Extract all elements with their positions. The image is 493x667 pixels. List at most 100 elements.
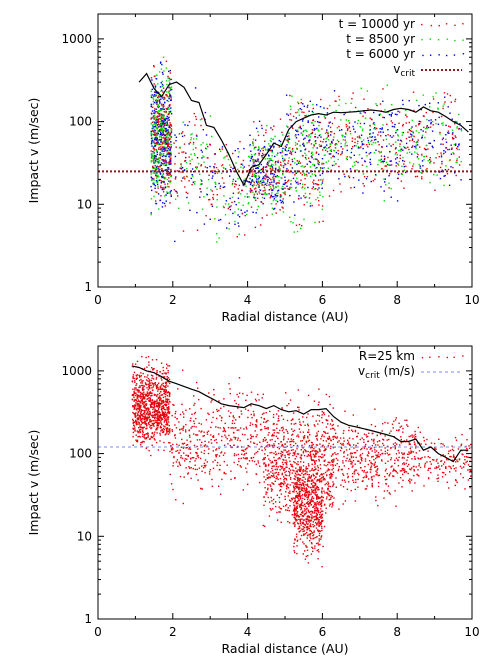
scatter-point: [260, 416, 263, 419]
scatter-point: [442, 105, 444, 107]
scatter-point: [181, 442, 184, 445]
scatter-point: [420, 171, 422, 173]
scatter-point: [164, 396, 166, 398]
scatter-point: [219, 185, 222, 187]
scatter-point: [139, 425, 141, 427]
scatter-point: [146, 376, 148, 378]
scatter-point: [316, 439, 319, 441]
scatter-point: [353, 128, 355, 130]
scatter-point: [456, 127, 458, 129]
scatter-point: [426, 127, 428, 129]
scatter-point: [156, 165, 158, 167]
scatter-point: [246, 193, 248, 195]
scatter-point: [293, 482, 295, 484]
scatter-point: [216, 442, 218, 444]
scatter-point: [324, 117, 326, 119]
scatter-point: [158, 416, 161, 418]
scatter-point: [162, 427, 165, 430]
scatter-point: [233, 186, 236, 188]
scatter-point: [316, 452, 318, 454]
scatter-point: [158, 401, 160, 403]
scatter-point: [151, 88, 153, 91]
scatter-point: [152, 156, 154, 158]
scatter-point: [311, 496, 314, 498]
scatter-point: [320, 478, 322, 480]
scatter-point: [244, 457, 247, 459]
scatter-point: [170, 194, 172, 196]
scatter-point: [157, 185, 159, 187]
scatter-point: [265, 193, 267, 196]
scatter-point: [150, 105, 152, 108]
scatter-point: [139, 375, 141, 378]
scatter-point: [162, 176, 164, 178]
scatter-point: [300, 98, 302, 101]
scatter-point: [174, 190, 177, 192]
scatter-point: [317, 161, 319, 163]
scatter-point: [238, 377, 241, 379]
scatter-point: [437, 107, 439, 109]
scatter-point: [362, 115, 364, 117]
scatter-point: [232, 178, 235, 181]
scatter-point: [173, 455, 175, 458]
scatter-point: [274, 451, 277, 453]
scatter-point: [153, 66, 155, 68]
scatter-point: [164, 143, 166, 145]
scatter-point: [343, 113, 345, 116]
scatter-point: [168, 432, 171, 434]
scatter-point: [171, 430, 174, 433]
scatter-point: [419, 165, 421, 167]
scatter-point: [272, 472, 274, 474]
scatter-point: [273, 208, 275, 210]
scatter-point: [279, 164, 282, 166]
scatter-point: [156, 99, 159, 102]
scatter-point: [165, 382, 168, 384]
scatter-point: [270, 509, 272, 511]
scatter-point: [175, 136, 178, 138]
scatter-point: [161, 121, 163, 123]
scatter-point: [261, 184, 263, 186]
scatter-point: [303, 138, 305, 140]
scatter-point: [216, 410, 219, 413]
scatter-point: [249, 134, 251, 136]
scatter-point: [268, 189, 270, 191]
scatter-point: [323, 464, 326, 466]
scatter-point: [421, 134, 424, 137]
scatter-point: [188, 429, 190, 432]
scatter-point: [255, 167, 257, 170]
scatter-point: [155, 159, 157, 161]
scatter-point: [142, 380, 144, 382]
scatter-point: [300, 127, 302, 130]
scatter-point: [237, 437, 239, 439]
scatter-point: [231, 439, 233, 441]
scatter-point: [158, 96, 161, 98]
scatter-point: [281, 473, 283, 476]
scatter-point: [207, 430, 210, 432]
scatter-point: [168, 155, 170, 158]
scatter-point: [147, 422, 150, 425]
scatter-point: [151, 178, 154, 180]
scatter-point: [216, 464, 218, 467]
scatter-point: [264, 183, 266, 186]
scatter-point: [168, 177, 170, 179]
scatter-point: [204, 444, 207, 446]
scatter-point: [290, 463, 292, 466]
scatter-point: [414, 151, 416, 153]
scatter-point: [261, 413, 264, 415]
scatter-point: [164, 146, 166, 148]
scatter-point: [162, 147, 164, 149]
scatter-point: [281, 149, 283, 152]
scatter-point: [145, 356, 147, 359]
scatter-point: [330, 153, 332, 155]
scatter-point: [243, 454, 245, 456]
scatter-point: [261, 156, 263, 159]
scatter-point: [161, 410, 163, 412]
scatter-point: [282, 211, 285, 213]
scatter-point: [262, 167, 264, 169]
scatter-point: [267, 496, 269, 499]
scatter-point: [328, 498, 330, 501]
scatter-point: [150, 185, 152, 188]
scatter-point: [155, 98, 157, 101]
scatter-point: [156, 410, 158, 412]
scatter-point: [153, 412, 156, 414]
scatter-point: [138, 389, 140, 392]
